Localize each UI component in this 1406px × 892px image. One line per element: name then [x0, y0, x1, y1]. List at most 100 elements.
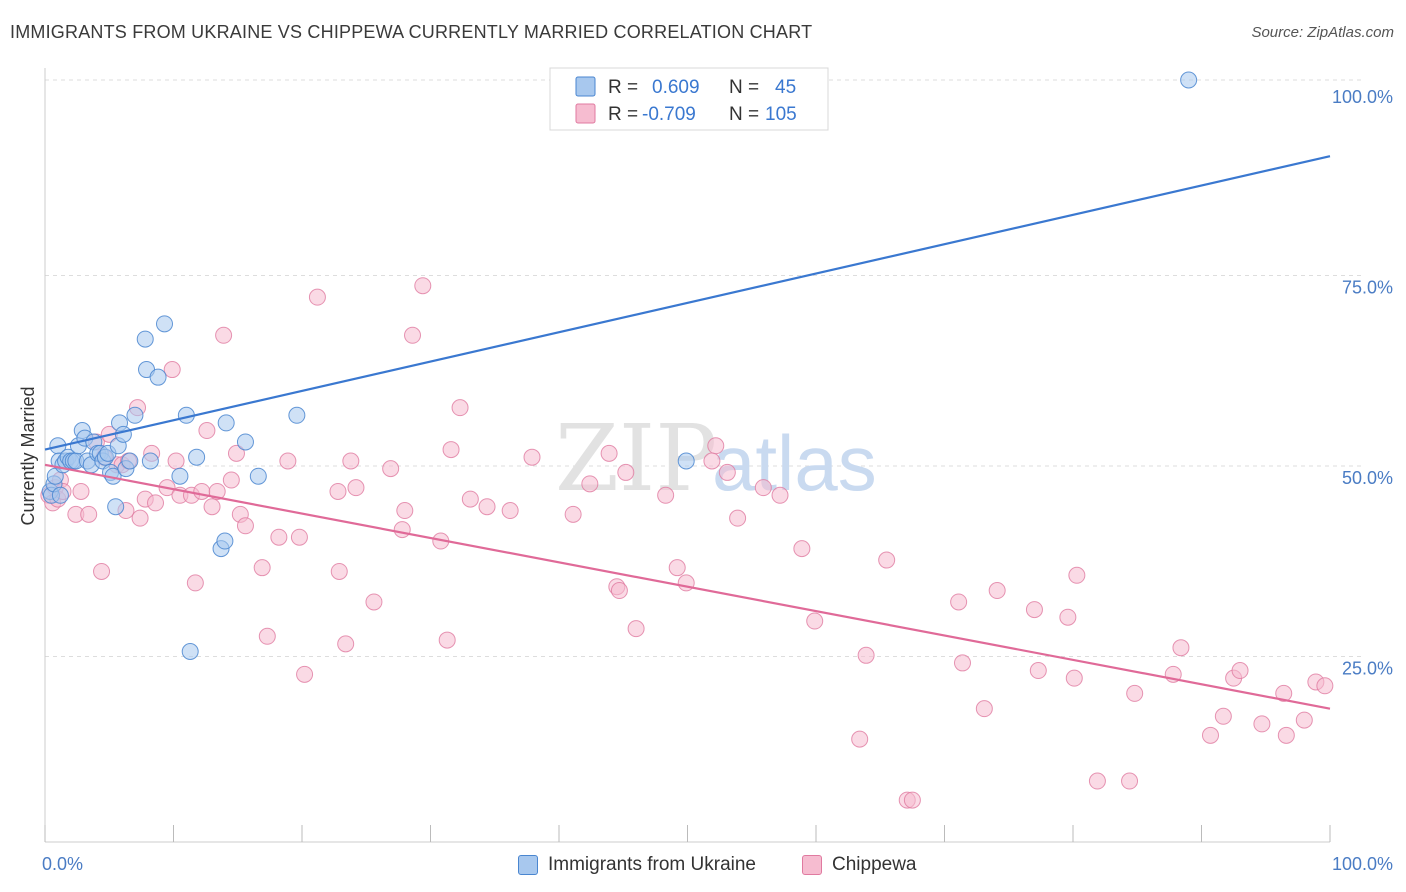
- legend-frame: [549, 67, 829, 131]
- x-tick-labels: 0.0% 100.0%: [42, 854, 1393, 874]
- chippewa-trend-line: [44, 463, 1331, 710]
- chippewa-point-41: [290, 528, 308, 546]
- y-tick-label-75: 75.0%: [1342, 278, 1393, 298]
- legend-swatch-ukraine: [575, 76, 596, 97]
- chippewa-point-76: [729, 509, 747, 527]
- chippewa-point-87: [953, 654, 971, 672]
- chippewa-point-49: [365, 593, 383, 611]
- chippewa-point-33: [222, 471, 240, 489]
- chippewa-point-64: [581, 475, 599, 493]
- chippewa-point-53: [404, 326, 422, 344]
- chippewa-point-70: [668, 559, 686, 577]
- chippewa-point-100: [1201, 726, 1219, 744]
- legend-r-label-1: R =: [608, 77, 638, 98]
- chippewa-point-52: [396, 502, 414, 520]
- correlation-legend: R = 0.609 N = 45 R = -0.709 N = 105: [549, 67, 829, 131]
- source-credit: Source: ZipAtlas.com: [1251, 24, 1394, 41]
- ukraine-point-43: [216, 532, 234, 550]
- ukraine-point-45: [236, 433, 254, 451]
- chippewa-point-81: [851, 730, 869, 748]
- watermark-atlas: atlas: [712, 419, 877, 507]
- chippewa-point-91: [1029, 662, 1047, 680]
- chippewa-point-54: [414, 277, 432, 295]
- chippewa-point-32: [215, 326, 233, 344]
- chippewa-point-68: [617, 463, 635, 481]
- chippewa-points: [40, 277, 1334, 809]
- chippewa-point-65: [600, 444, 618, 462]
- legend-n-value-2: 105: [765, 104, 797, 125]
- chippewa-point-109: [1316, 677, 1334, 695]
- ukraine-point-33: [136, 330, 154, 348]
- ukraine-points: [41, 71, 1198, 660]
- ukraine-point-49: [1180, 71, 1198, 89]
- legend-n-label-1: N =: [729, 77, 759, 98]
- legend-swatch-chippewa-bottom: [802, 855, 822, 875]
- chippewa-point-88: [975, 700, 993, 718]
- chippewa-point-106: [1277, 726, 1295, 744]
- legend-n-value-1: 45: [775, 77, 796, 98]
- chippewa-point-94: [1068, 566, 1086, 584]
- x-tick-label-100: 100.0%: [1332, 854, 1393, 874]
- chippewa-point-85: [903, 791, 921, 809]
- chippewa-point-69: [627, 620, 645, 638]
- y-tick-labels: 25.0% 50.0% 75.0% 100.0%: [1332, 87, 1393, 679]
- chippewa-point-80: [806, 612, 824, 630]
- chippewa-point-107: [1295, 711, 1313, 729]
- chippewa-point-10: [93, 562, 111, 580]
- chippewa-point-44: [329, 482, 347, 500]
- ukraine-point-38: [171, 467, 189, 485]
- legend-swatch-ukraine-bottom: [518, 855, 538, 875]
- chippewa-point-77: [754, 479, 772, 497]
- chippewa-point-18: [131, 509, 149, 527]
- chippewa-point-47: [342, 452, 360, 470]
- chippewa-point-56: [438, 631, 456, 649]
- chippewa-point-37: [253, 559, 271, 577]
- y-tick-label-50: 50.0%: [1342, 468, 1393, 488]
- chippewa-point-42: [296, 665, 314, 683]
- ukraine-point-48: [677, 452, 695, 470]
- chippewa-point-74: [703, 452, 721, 470]
- chippewa-point-97: [1126, 684, 1144, 702]
- ukraine-point-37: [156, 315, 174, 333]
- chippewa-point-71: [657, 486, 675, 504]
- chippewa-point-59: [461, 490, 479, 508]
- chippewa-point-51: [393, 521, 411, 539]
- chippewa-point-58: [451, 399, 469, 417]
- chart-title: IMMIGRANTS FROM UKRAINE VS CHIPPEWA CURR…: [10, 22, 813, 42]
- chippewa-point-79: [793, 540, 811, 558]
- chippewa-point-38: [258, 627, 276, 645]
- chippewa-point-29: [198, 422, 216, 440]
- chippewa-point-36: [236, 517, 254, 535]
- chippewa-point-78: [771, 486, 789, 504]
- ukraine-point-35: [141, 452, 159, 470]
- chippewa-point-57: [442, 441, 460, 459]
- chippewa-point-39: [270, 528, 288, 546]
- chippewa-point-40: [279, 452, 297, 470]
- chippewa-point-63: [564, 505, 582, 523]
- legend-item-chippewa: Chippewa: [802, 850, 917, 880]
- trend-lines: [44, 155, 1331, 710]
- ukraine-point-26: [107, 498, 125, 516]
- chippewa-point-45: [330, 562, 348, 580]
- chippewa-point-28: [193, 482, 211, 500]
- legend-n-label-2: N =: [729, 104, 759, 125]
- x-tick-label-0: 0.0%: [42, 854, 83, 874]
- legend-item-ukraine: Immigrants from Ukraine: [518, 850, 756, 880]
- chippewa-point-46: [337, 635, 355, 653]
- ukraine-point-31: [121, 452, 139, 470]
- chippewa-point-86: [950, 593, 968, 611]
- chippewa-point-83: [878, 551, 896, 569]
- chippewa-point-93: [1065, 669, 1083, 687]
- chippewa-point-99: [1172, 639, 1190, 657]
- chippewa-point-95: [1088, 772, 1106, 790]
- chippewa-point-48: [347, 479, 365, 497]
- y-tick-label-100: 100.0%: [1332, 87, 1393, 107]
- ukraine-trend-line: [44, 155, 1331, 451]
- legend-r-value-2: -0.709: [642, 104, 696, 125]
- ukraine-point-46: [249, 467, 267, 485]
- chippewa-point-50: [382, 460, 400, 478]
- chippewa-point-24: [167, 452, 185, 470]
- ukraine-point-47: [288, 406, 306, 424]
- ukraine-point-32: [126, 406, 144, 424]
